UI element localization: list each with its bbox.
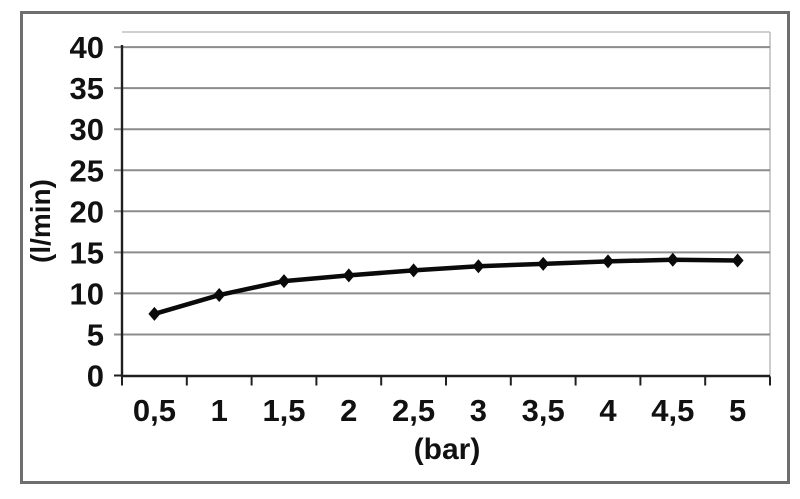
y-tick-label: 15 xyxy=(70,235,104,270)
data-point-marker xyxy=(342,268,355,283)
y-tick-label: 0 xyxy=(87,359,104,394)
data-point-marker xyxy=(666,252,679,267)
y-tick-label: 20 xyxy=(70,194,104,229)
y-tick-label: 30 xyxy=(70,112,104,147)
y-tick-label: 5 xyxy=(87,317,104,352)
y-tick-label: 25 xyxy=(70,153,104,188)
x-tick-label: 1,5 xyxy=(262,393,305,428)
x-tick-label: 3 xyxy=(470,393,487,428)
data-point-marker xyxy=(407,263,420,278)
y-tick-label: 35 xyxy=(70,71,104,106)
x-tick-label: 1 xyxy=(211,393,228,428)
flow-series-line xyxy=(152,257,740,317)
x-axis-title: (bar) xyxy=(413,433,481,466)
x-tick-label: 0,5 xyxy=(133,393,176,428)
y-tick-label: 10 xyxy=(70,276,104,311)
y-axis-title: (l/min) xyxy=(25,179,56,263)
data-point-marker xyxy=(602,254,614,269)
data-point-marker xyxy=(278,274,290,289)
x-tick-label: 5 xyxy=(729,393,746,428)
data-point-marker xyxy=(731,253,744,268)
x-tick-label: 2 xyxy=(340,393,357,428)
data-point-marker xyxy=(472,259,485,274)
y-tick-label: 40 xyxy=(70,30,104,65)
chart-border xyxy=(20,11,790,484)
x-tick-label: 2,5 xyxy=(392,393,435,428)
x-tick-label: 4,5 xyxy=(651,393,694,428)
x-tick-label: 4 xyxy=(599,393,617,428)
x-tick-label: 3,5 xyxy=(522,393,565,428)
data-point-marker xyxy=(213,288,226,303)
data-point-marker xyxy=(537,256,550,271)
data-point-marker xyxy=(148,306,161,321)
